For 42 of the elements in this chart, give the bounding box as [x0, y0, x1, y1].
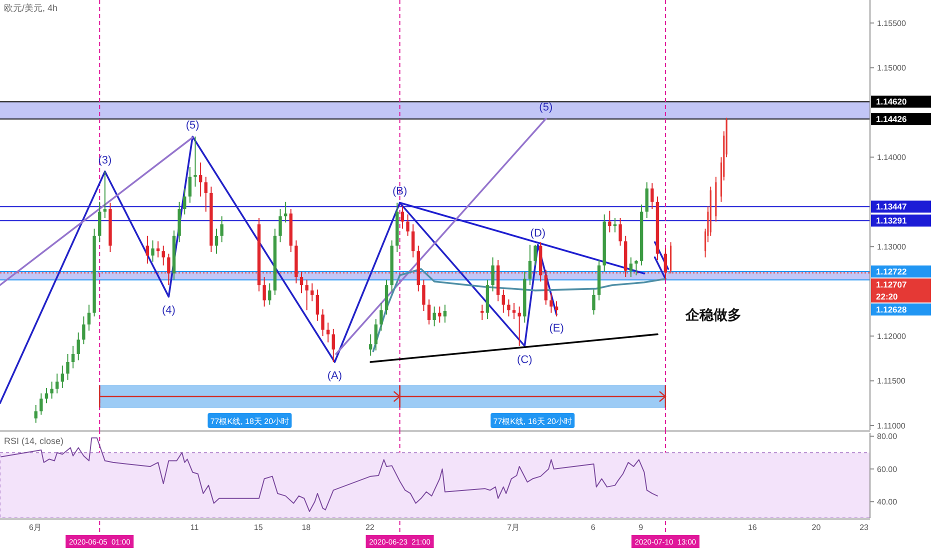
x-tick-label: 9 [638, 523, 644, 532]
y-tick-label: 1.14000 [877, 152, 906, 162]
annotation: (4) [162, 304, 176, 317]
y-tick-label: 60.00 [877, 464, 898, 474]
x-tick-label: 11 [190, 523, 200, 532]
x-tick-label: 23 [860, 523, 870, 532]
x-tick-label: 16 [748, 523, 758, 532]
annotation: (B) [392, 186, 408, 198]
y-tick-label: 80.00 [877, 432, 898, 442]
annotation: (5) [186, 119, 200, 132]
ref-line-label: 1.13291 [876, 216, 907, 226]
y-tick-label: 1.15000 [877, 64, 906, 73]
ref-line-label: 1.12722 [876, 266, 907, 276]
chart-title: 欧元/美元, 4h [4, 3, 58, 13]
x-tick-label: 6月 [28, 523, 42, 532]
y-tick-label: 1.12000 [877, 332, 906, 341]
annotation: (5) [539, 102, 553, 114]
annotation: (D) [530, 228, 546, 240]
y-tick-label: 1.13000 [877, 242, 906, 252]
ref-line-label: 1.14426 [876, 114, 907, 124]
annotation: (A) [327, 370, 342, 382]
annotation: (C) [517, 354, 532, 366]
y-tick-label: 40.00 [877, 497, 898, 506]
annotation: 企稳做多 [684, 306, 742, 322]
ref-line-label: 1.12707 22:20 [876, 279, 907, 302]
x-tick-label: 22 [365, 523, 375, 532]
annotation: (E) [549, 322, 564, 334]
ref-line-label: 1.14620 [876, 96, 907, 107]
band-label: 77根K线, 16天 20小时 [493, 417, 572, 426]
x-tick-label: 7月 [507, 523, 520, 532]
band-label: 77根K线, 18天 20小时 [210, 417, 290, 426]
x-tick-label: 20 [812, 523, 822, 532]
y-tick-label: 1.11000 [877, 421, 906, 430]
chart-title: RSI (14, close) [4, 436, 64, 446]
y-tick-label: 1.15500 [877, 18, 906, 28]
x-tick-label: 15 [254, 523, 264, 532]
ref-line-label: 1.13447 [876, 202, 907, 212]
annotation: (3) [98, 154, 112, 166]
ref-line-label: 1.12628 [876, 304, 907, 314]
x-tick-label: 18 [302, 523, 312, 532]
x-tick-label: 6 [590, 523, 596, 532]
y-tick-label: 1.11500 [877, 376, 906, 386]
